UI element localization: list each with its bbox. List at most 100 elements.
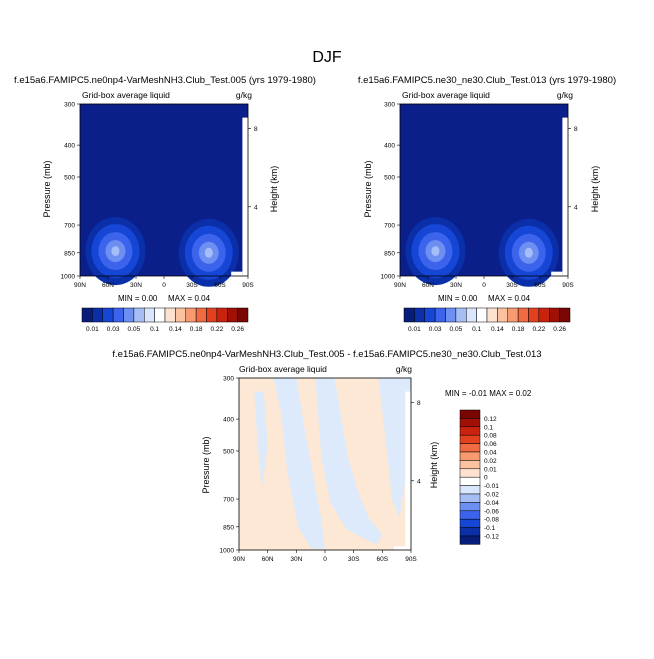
y-axis-label: Pressure (mb) bbox=[201, 436, 211, 493]
colorbar-swatch bbox=[424, 307, 436, 323]
height-tick-label: 8 bbox=[254, 126, 258, 133]
height-tick-label: 4 bbox=[417, 478, 421, 485]
colorbar-label: 0.01 bbox=[86, 326, 99, 333]
colorbar-swatch bbox=[459, 468, 481, 478]
colorbar-label: 0.14 bbox=[491, 326, 504, 333]
min-label: MIN = 0.00 bbox=[438, 294, 478, 303]
colorbar-swatch bbox=[175, 307, 186, 323]
y-tick-label: 300 bbox=[223, 376, 234, 383]
colorbar-swatch bbox=[476, 307, 488, 323]
colorbar-swatch bbox=[154, 307, 166, 323]
colorbar-label: -0.08 bbox=[484, 517, 499, 524]
y2-axis-label: Height (km) bbox=[269, 166, 279, 213]
panel-difference: f.e15a6.FAMIPC5.ne0np4-VarMeshNH3.Club_T… bbox=[112, 349, 541, 563]
colorbar-swatch bbox=[459, 451, 481, 461]
x-tick-label: 30S bbox=[348, 556, 360, 563]
panel-units: g/kg bbox=[236, 90, 252, 100]
colorbar-label: 0.05 bbox=[128, 326, 141, 333]
surface-mask bbox=[562, 117, 568, 276]
panel-subtitle: Grid-box average liquid bbox=[239, 364, 327, 374]
y-tick-label: 700 bbox=[64, 223, 75, 230]
colorbar-difference: 0.120.10.080.060.040.020.010-0.01-0.02-0… bbox=[459, 409, 499, 545]
y-tick-label: 400 bbox=[384, 143, 395, 150]
colorbar-swatch bbox=[185, 307, 197, 323]
contour-fill bbox=[111, 246, 120, 257]
colorbar-swatch bbox=[164, 307, 176, 323]
contour-fill bbox=[315, 378, 383, 545]
panel-units: g/kg bbox=[557, 90, 573, 100]
colorbar-label: -0.02 bbox=[484, 492, 499, 499]
contour-fill bbox=[254, 391, 268, 489]
x-tick-label: 60S bbox=[534, 282, 546, 289]
x-tick-label: 90S bbox=[242, 282, 254, 289]
x-tick-label: 90N bbox=[74, 282, 86, 289]
surface-mask bbox=[551, 271, 563, 276]
x-tick-label: 30S bbox=[506, 282, 518, 289]
colorbar-swatch bbox=[459, 426, 481, 436]
colorbar-label: 0.26 bbox=[553, 326, 566, 333]
surface-mask bbox=[242, 117, 248, 276]
panel-model-a: f.e15a6.FAMIPC5.ne0np4-VarMeshNH3.Club_T… bbox=[14, 75, 316, 303]
colorbar-swatch bbox=[459, 418, 481, 428]
colorbar-label: 0.14 bbox=[169, 326, 182, 333]
colorbar-swatch bbox=[459, 485, 481, 495]
contour-fill bbox=[524, 247, 533, 258]
contour-fill bbox=[204, 247, 213, 258]
colorbar-swatch bbox=[133, 307, 145, 323]
colorbar-label: 0.22 bbox=[533, 326, 546, 333]
colorbar-swatch bbox=[538, 307, 550, 323]
colorbar-swatch bbox=[123, 307, 135, 323]
colorbar-swatch bbox=[445, 307, 457, 323]
colorbar-swatch bbox=[486, 307, 498, 323]
minmax-label: MIN = -0.01 MAX = 0.02 bbox=[445, 389, 532, 398]
y-tick-label: 400 bbox=[223, 417, 234, 424]
x-tick-label: 60S bbox=[377, 556, 389, 563]
height-tick-label: 4 bbox=[254, 204, 258, 211]
plot-frame bbox=[79, 103, 249, 277]
x-tick-label: 90N bbox=[394, 282, 406, 289]
y-tick-label: 1000 bbox=[220, 548, 235, 555]
y-tick-label: 850 bbox=[384, 250, 395, 257]
colorbar-label: -0.06 bbox=[484, 508, 499, 515]
colorbar-swatch bbox=[237, 307, 249, 323]
contour-fill bbox=[273, 378, 325, 549]
colorbar-label: -0.04 bbox=[484, 500, 499, 507]
colorbar-label: 0.01 bbox=[408, 326, 421, 333]
colorbar-swatch bbox=[459, 510, 481, 520]
y-tick-label: 500 bbox=[223, 448, 234, 455]
colorbar-swatch bbox=[459, 409, 481, 419]
colorbar-label: -0.01 bbox=[484, 483, 499, 490]
surface-mask bbox=[405, 391, 411, 550]
colorbar-swatch bbox=[434, 307, 446, 323]
y-tick-label: 500 bbox=[384, 174, 395, 181]
panel-model-b: f.e15a6.FAMIPC5.ne30_ne30.Club_Test.013 … bbox=[358, 75, 616, 303]
x-tick-label: 0 bbox=[323, 556, 327, 563]
panel-title: f.e15a6.FAMIPC5.ne0np4-VarMeshNH3.Club_T… bbox=[112, 349, 541, 360]
min-label: MIN = 0.00 bbox=[118, 294, 158, 303]
x-tick-label: 60S bbox=[214, 282, 226, 289]
colorbar-label: -0.1 bbox=[484, 525, 496, 532]
x-tick-label: 30N bbox=[450, 282, 462, 289]
colorbar-swatch bbox=[102, 307, 114, 323]
y-axis-label: Pressure (mb) bbox=[42, 160, 52, 217]
colorbar-label: 0.05 bbox=[450, 326, 463, 333]
colorbar-swatch bbox=[549, 307, 560, 323]
colorbar-swatch bbox=[459, 443, 481, 453]
plot-frame bbox=[238, 377, 412, 551]
x-tick-label: 90N bbox=[233, 556, 245, 563]
x-tick-label: 90S bbox=[562, 282, 574, 289]
colorbar-label: 0.04 bbox=[484, 450, 497, 457]
colorbar-swatch bbox=[414, 307, 425, 323]
x-tick-label: 30S bbox=[186, 282, 198, 289]
panel-title: f.e15a6.FAMIPC5.ne30_ne30.Club_Test.013 … bbox=[358, 75, 616, 86]
colorbar-swatch bbox=[459, 476, 481, 486]
plot-frame bbox=[399, 103, 569, 277]
x-tick-label: 0 bbox=[482, 282, 486, 289]
colorbar-top-left: 0.01 0.03 0.05 0.1 0.14 0.18 0.22 0.26 bbox=[81, 307, 249, 333]
y-tick-label: 300 bbox=[384, 102, 395, 109]
x-tick-label: 90S bbox=[405, 556, 417, 563]
y-tick-label: 700 bbox=[223, 497, 234, 504]
colorbar-label: 0.12 bbox=[484, 416, 497, 423]
colorbar-swatch bbox=[507, 307, 519, 323]
colorbar-label: 0 bbox=[484, 475, 488, 482]
